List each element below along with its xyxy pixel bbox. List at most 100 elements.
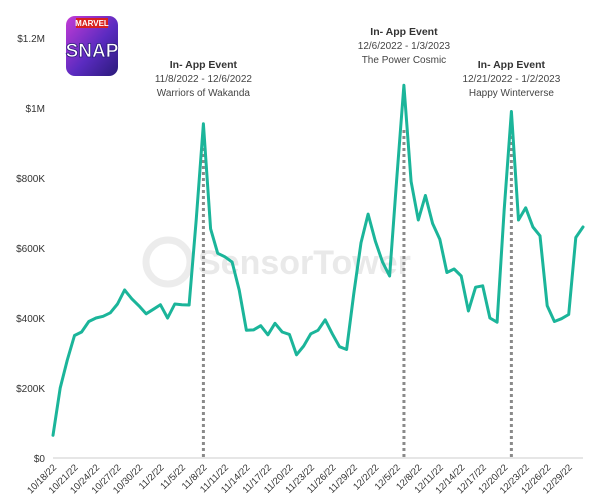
data-point bbox=[238, 288, 241, 292]
data-point bbox=[538, 234, 542, 237]
data-point bbox=[388, 274, 391, 278]
data-point bbox=[152, 308, 155, 311]
event-dates: 12/21/2022 - 1/2/2023 bbox=[462, 74, 560, 85]
data-point bbox=[302, 344, 305, 348]
data-point bbox=[288, 333, 291, 336]
data-point bbox=[295, 353, 298, 356]
y-tick-label: $200K bbox=[16, 384, 45, 395]
data-point bbox=[80, 330, 83, 334]
event-markers bbox=[201, 130, 513, 458]
svg-text:MARVEL: MARVEL bbox=[75, 19, 109, 28]
marvel-snap-logo: MARVEL SNAP bbox=[65, 16, 119, 76]
y-tick-label: $800K bbox=[16, 174, 45, 185]
data-point bbox=[66, 358, 69, 362]
event-name: The Power Cosmic bbox=[362, 55, 446, 66]
data-point bbox=[202, 122, 205, 126]
data-point bbox=[546, 304, 549, 307]
data-point bbox=[316, 329, 320, 332]
data-point bbox=[338, 345, 341, 348]
data-point bbox=[59, 386, 62, 390]
event-name: Happy Winterverse bbox=[469, 88, 554, 99]
data-point bbox=[481, 284, 484, 287]
data-point bbox=[452, 267, 456, 271]
data-point bbox=[560, 317, 563, 320]
data-point bbox=[345, 348, 348, 351]
watermark: SensorTower bbox=[142, 236, 411, 288]
data-point bbox=[402, 84, 406, 87]
data-point bbox=[159, 303, 162, 306]
data-point bbox=[109, 311, 112, 314]
data-point bbox=[531, 225, 535, 229]
data-point bbox=[417, 218, 420, 222]
data-point bbox=[524, 206, 527, 209]
event-annotation: In- App Event 11/8/2022 - 12/6/2022 Warrio… bbox=[155, 59, 253, 99]
data-point bbox=[374, 239, 377, 243]
event-annotation: In- App Event 12/21/2022 - 1/2/2023 Happy … bbox=[462, 59, 560, 99]
data-point bbox=[223, 255, 227, 258]
data-point bbox=[245, 329, 248, 332]
data-point bbox=[116, 302, 119, 306]
data-point bbox=[73, 334, 76, 337]
data-point bbox=[209, 227, 212, 230]
data-point bbox=[553, 320, 556, 323]
data-point bbox=[216, 252, 219, 255]
data-point bbox=[517, 218, 520, 222]
data-point bbox=[324, 318, 327, 321]
data-point bbox=[510, 110, 513, 113]
svg-text:SNAP: SNAP bbox=[66, 41, 119, 62]
data-point bbox=[87, 320, 91, 323]
data-point bbox=[259, 324, 262, 327]
y-tick-label: $400K bbox=[16, 314, 45, 325]
y-tick-label: $600K bbox=[16, 244, 45, 255]
data-point bbox=[488, 316, 492, 320]
data-point bbox=[381, 260, 384, 264]
data-point bbox=[266, 333, 270, 336]
data-point bbox=[309, 332, 312, 335]
data-point bbox=[574, 236, 577, 239]
data-point bbox=[130, 297, 133, 300]
data-point bbox=[180, 303, 184, 306]
data-point bbox=[331, 332, 334, 335]
series-layer bbox=[51, 83, 585, 437]
data-point bbox=[474, 286, 477, 289]
data-point bbox=[187, 303, 191, 307]
data-point bbox=[495, 321, 499, 324]
data-point bbox=[460, 274, 463, 278]
data-point bbox=[409, 180, 413, 183]
y-tick-label: $1M bbox=[26, 104, 45, 115]
event-annotations: In- App Event 11/8/2022 - 12/6/2022 Warrio… bbox=[155, 26, 561, 99]
data-point bbox=[273, 322, 277, 325]
data-point bbox=[431, 222, 434, 225]
data-point bbox=[144, 312, 148, 315]
data-point bbox=[467, 309, 470, 313]
data-point bbox=[101, 315, 105, 318]
event-dates: 12/6/2022 - 1/3/2023 bbox=[358, 41, 451, 52]
watermark-logo-icon bbox=[142, 236, 194, 288]
event-annotation: In- App Event 12/6/2022 - 1/3/2023 The Pow… bbox=[358, 26, 451, 66]
event-title: In- App Event bbox=[370, 26, 438, 38]
data-point bbox=[503, 208, 506, 211]
data-point bbox=[395, 176, 398, 180]
data-point bbox=[252, 328, 255, 332]
data-point bbox=[123, 288, 126, 292]
data-point bbox=[166, 316, 169, 320]
data-point bbox=[137, 304, 141, 307]
data-point bbox=[567, 313, 570, 316]
data-point bbox=[94, 316, 98, 320]
data-point bbox=[359, 241, 363, 244]
event-title: In- App Event bbox=[478, 59, 546, 71]
y-tick-label: $1.2M bbox=[17, 34, 45, 45]
y-tick-label: $0 bbox=[34, 454, 46, 465]
data-point bbox=[281, 330, 284, 334]
data-point bbox=[352, 292, 355, 295]
data-point bbox=[445, 271, 449, 274]
event-name: Warriors of Wakanda bbox=[157, 88, 251, 99]
data-point bbox=[51, 434, 55, 437]
data-point bbox=[424, 194, 427, 197]
data-point bbox=[438, 238, 441, 241]
data-point bbox=[195, 218, 198, 222]
data-point bbox=[173, 302, 176, 306]
data-point bbox=[581, 225, 585, 229]
event-title: In- App Event bbox=[170, 59, 238, 71]
